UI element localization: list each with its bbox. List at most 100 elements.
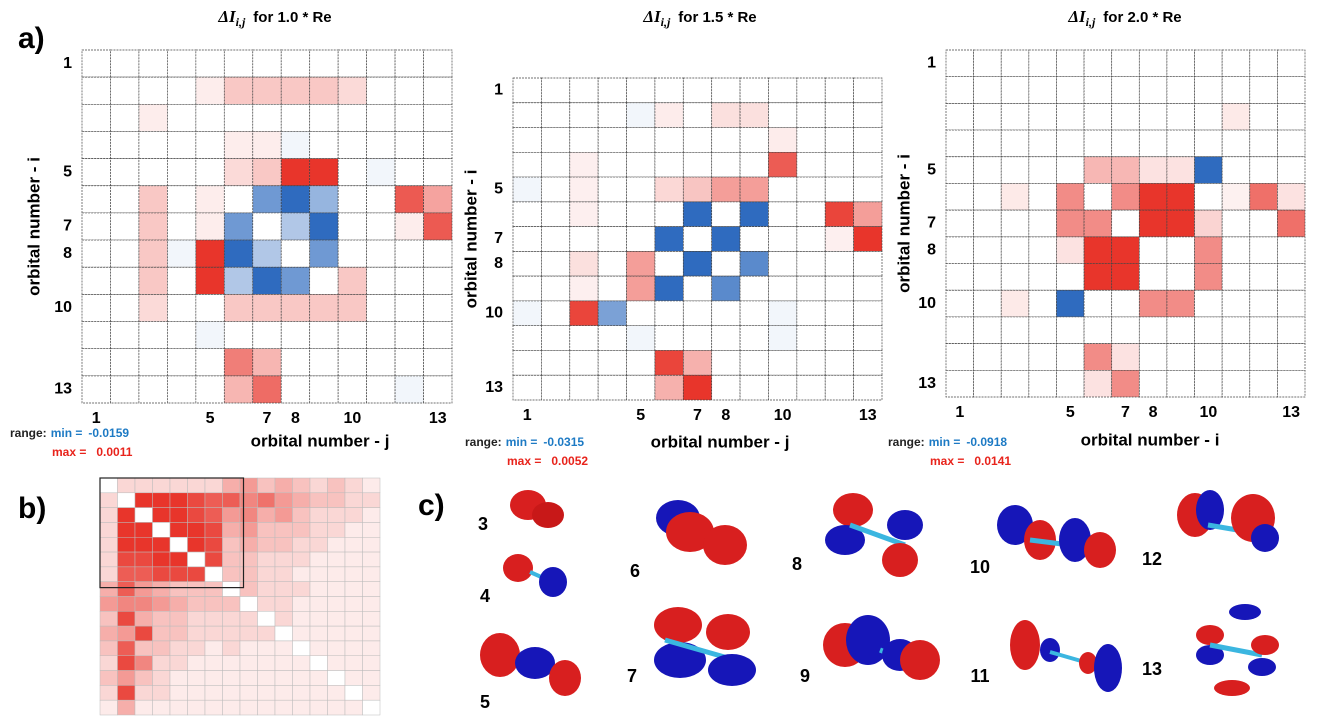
cell	[152, 685, 171, 701]
cell	[152, 507, 171, 523]
cell	[223, 212, 254, 241]
cell	[362, 537, 381, 553]
cell	[195, 49, 225, 78]
cell	[1083, 76, 1113, 104]
cell	[327, 685, 346, 701]
cell	[222, 507, 241, 523]
cell	[1166, 343, 1195, 371]
cell	[362, 566, 381, 582]
cell	[257, 566, 276, 582]
cell	[344, 537, 363, 553]
cell	[309, 348, 339, 377]
cell	[167, 239, 197, 268]
cell	[711, 201, 741, 227]
cell	[204, 685, 223, 701]
cell	[252, 185, 282, 214]
cell	[309, 103, 339, 132]
cell	[1194, 263, 1223, 291]
y-tick-label: 5	[927, 161, 936, 178]
cell	[1166, 236, 1195, 264]
cell	[1138, 263, 1168, 291]
y-tick-label: 5	[494, 181, 503, 198]
cell	[945, 209, 974, 238]
cell	[99, 670, 118, 686]
cell	[512, 201, 542, 227]
cell	[423, 212, 453, 241]
cell	[682, 201, 713, 227]
heatmap	[512, 77, 883, 401]
cell	[169, 551, 188, 568]
cell	[1083, 343, 1113, 371]
cell	[110, 348, 140, 377]
cell	[945, 236, 974, 264]
cell	[167, 131, 197, 159]
cell	[1028, 156, 1057, 184]
cell	[309, 537, 328, 553]
cell	[1056, 263, 1085, 291]
cell	[280, 103, 311, 132]
cell	[274, 699, 293, 716]
cell	[134, 670, 153, 686]
cell	[239, 699, 258, 716]
cell	[110, 131, 140, 159]
cell	[1056, 316, 1085, 344]
cell	[252, 131, 282, 159]
cell	[1166, 103, 1195, 131]
cell	[1111, 183, 1140, 211]
cell	[280, 348, 311, 377]
cell	[309, 212, 339, 241]
cell	[768, 275, 798, 302]
cell	[1221, 103, 1251, 131]
cell	[1056, 236, 1085, 264]
cell	[1056, 103, 1085, 131]
cell	[344, 596, 363, 612]
x-axis-label: orbital number - j	[651, 432, 790, 451]
cell	[1194, 209, 1223, 238]
lobe	[1214, 680, 1250, 696]
cell	[138, 131, 168, 159]
cell	[626, 300, 656, 327]
cell	[541, 201, 571, 227]
cell	[768, 201, 798, 227]
y-axis-label: orbital number - i	[461, 170, 480, 309]
cell	[569, 325, 599, 351]
cell	[187, 477, 206, 494]
cell	[187, 566, 206, 582]
cell	[1166, 76, 1195, 104]
cell	[597, 226, 627, 252]
cell	[327, 477, 346, 494]
cell	[711, 325, 741, 351]
cell	[1221, 289, 1251, 318]
cell	[99, 625, 118, 642]
cell	[169, 625, 188, 642]
cell	[169, 507, 188, 523]
cell	[81, 212, 111, 241]
cell	[1249, 103, 1278, 131]
cell	[1138, 76, 1168, 104]
cell	[1138, 369, 1168, 398]
cell	[569, 127, 599, 153]
x-axis-label: orbital number - i	[1081, 430, 1220, 449]
cell	[327, 551, 346, 568]
cell	[187, 537, 206, 553]
y-tick-label: 7	[63, 218, 72, 235]
cell	[1083, 129, 1113, 158]
cell	[344, 611, 363, 627]
cell	[81, 321, 111, 350]
cell	[569, 300, 599, 327]
x-tick-label: 1	[523, 407, 532, 424]
cell	[569, 176, 599, 203]
cell	[257, 655, 276, 671]
lobe	[1094, 644, 1122, 692]
cell	[239, 581, 258, 597]
cell	[1083, 289, 1113, 318]
lobe	[1196, 625, 1224, 645]
y-tick-label: 13	[485, 379, 503, 396]
cell	[110, 103, 140, 132]
cell	[362, 551, 381, 568]
bond	[849, 522, 906, 548]
cell	[973, 156, 1002, 184]
cell	[309, 611, 328, 627]
cell	[99, 685, 118, 701]
cell	[344, 685, 363, 701]
